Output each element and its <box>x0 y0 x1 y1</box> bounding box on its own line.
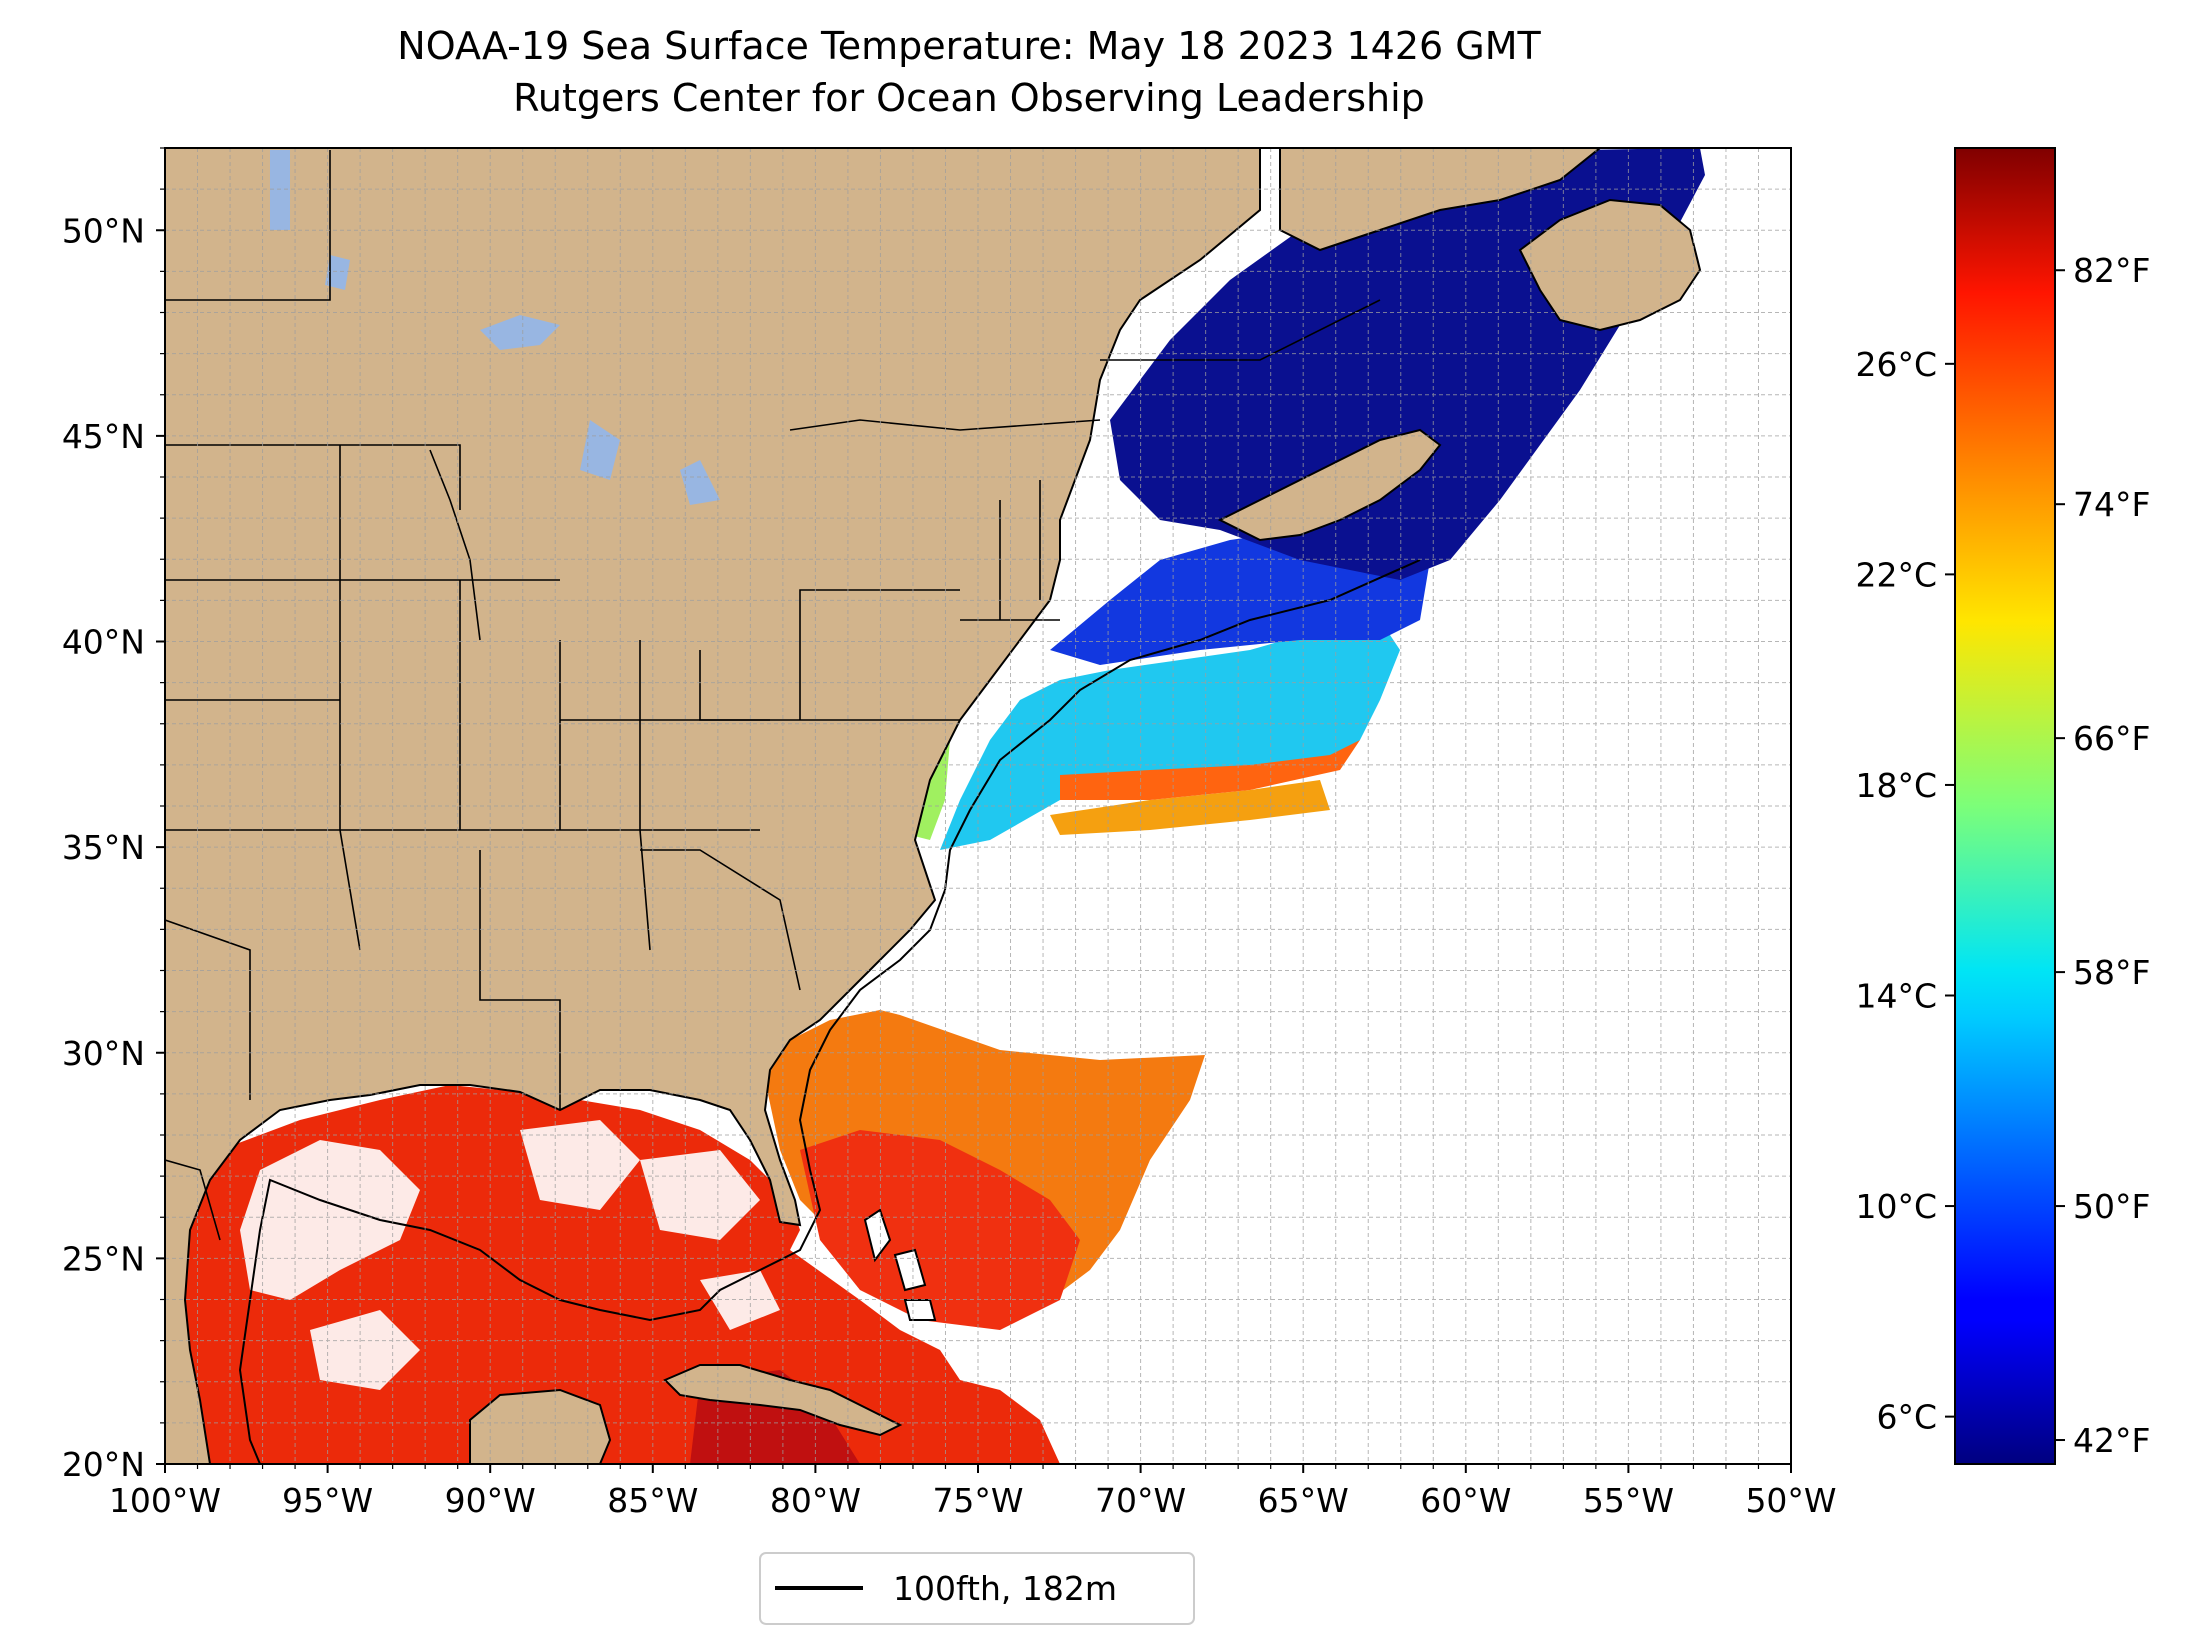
fahrenheit-tick-label: 66°F <box>2073 719 2150 758</box>
map-title: NOAA-19 Sea Surface Temperature: May 18 … <box>397 24 1541 68</box>
celsius-tick-label: 6°C <box>1876 1398 1937 1437</box>
graticule <box>165 148 1791 1464</box>
lon-tick-label: 100°W <box>109 1481 221 1520</box>
sst-bahamas-islands <box>863 1208 937 1321</box>
legend-box <box>759 1552 1195 1625</box>
celsius-tick-label: 14°C <box>1855 977 1937 1016</box>
lon-tick-label: 50°W <box>1745 1481 1836 1520</box>
colorbar-gradient <box>1954 147 2056 1465</box>
fahrenheit-tick-label: 50°F <box>2073 1187 2150 1226</box>
lon-tick-label: 95°W <box>282 1481 373 1520</box>
fahrenheit-tick-label: 58°F <box>2073 953 2150 992</box>
colorbar-ticks: 6°C 10°C 14°C 18°C 22°C 26°C 42°F 50°F 58°F 66°F 7… <box>1855 251 2150 1460</box>
lat-tick-label: 40°N <box>62 623 145 662</box>
land-labrador <box>1279 148 1602 252</box>
sst-warm-streaks <box>1050 780 1330 835</box>
lon-tick-label: 65°W <box>1258 1481 1349 1520</box>
celsius-tick-label: 10°C <box>1855 1187 1937 1226</box>
lat-tick-label: 20°N <box>62 1445 145 1484</box>
celsius-tick-label: 26°C <box>1855 345 1937 384</box>
land-newfoundland <box>1518 198 1702 332</box>
lat-tick-label: 25°N <box>62 1239 145 1278</box>
lon-tick-label: 75°W <box>932 1481 1023 1520</box>
map-subtitle: Rutgers Center for Ocean Observing Leade… <box>513 76 1425 120</box>
legend: 100fth, 182m <box>759 1552 1195 1625</box>
lon-tick-label: 80°W <box>770 1481 861 1520</box>
lat-tick-label: 30°N <box>62 1034 145 1073</box>
fahrenheit-tick-label: 42°F <box>2073 1421 2150 1460</box>
celsius-tick-label: 22°C <box>1855 555 1937 594</box>
celsius-tick-label: 18°C <box>1855 766 1937 805</box>
sst-midatlantic-cyan <box>940 620 1400 850</box>
lon-tick-label: 55°W <box>1583 1481 1674 1520</box>
lon-tick-label: 60°W <box>1420 1481 1511 1520</box>
lat-tick-label: 45°N <box>62 417 145 456</box>
sst-cloud-gulf <box>240 1120 780 1390</box>
fahrenheit-tick-label: 74°F <box>2073 485 2150 524</box>
map-area <box>165 148 1791 1464</box>
lon-tick-label: 70°W <box>1095 1481 1186 1520</box>
map-axes: 100°W 95°W 90°W 85°W 80°W 75°W 70°W 65°W 60°W 55°… <box>62 147 1837 1520</box>
colorbar: 6°C 10°C 14°C 18°C 22°C 26°C 42°F 50°F 58°F 66°F 7… <box>1855 147 2150 1465</box>
great-lakes-no-data <box>270 150 720 505</box>
sst-bahamas-red <box>800 1130 1080 1330</box>
lon-tick-label: 85°W <box>607 1481 698 1520</box>
legend-isobath-label: 100fth, 182m <box>893 1569 1117 1608</box>
sst-cuba-land <box>663 1364 903 1437</box>
fahrenheit-tick-label: 82°F <box>2073 251 2150 290</box>
state-borders <box>165 150 1381 1241</box>
sst-yucatan-land <box>469 1388 612 1464</box>
isobath-100fth <box>238 559 1421 1464</box>
lat-tick-label: 35°N <box>62 828 145 867</box>
land-nova-scotia <box>1217 428 1442 542</box>
sst-gulf-stream-front <box>1060 740 1360 800</box>
lon-tick-label: 90°W <box>445 1481 536 1520</box>
lat-tick-label: 50°N <box>62 211 145 250</box>
